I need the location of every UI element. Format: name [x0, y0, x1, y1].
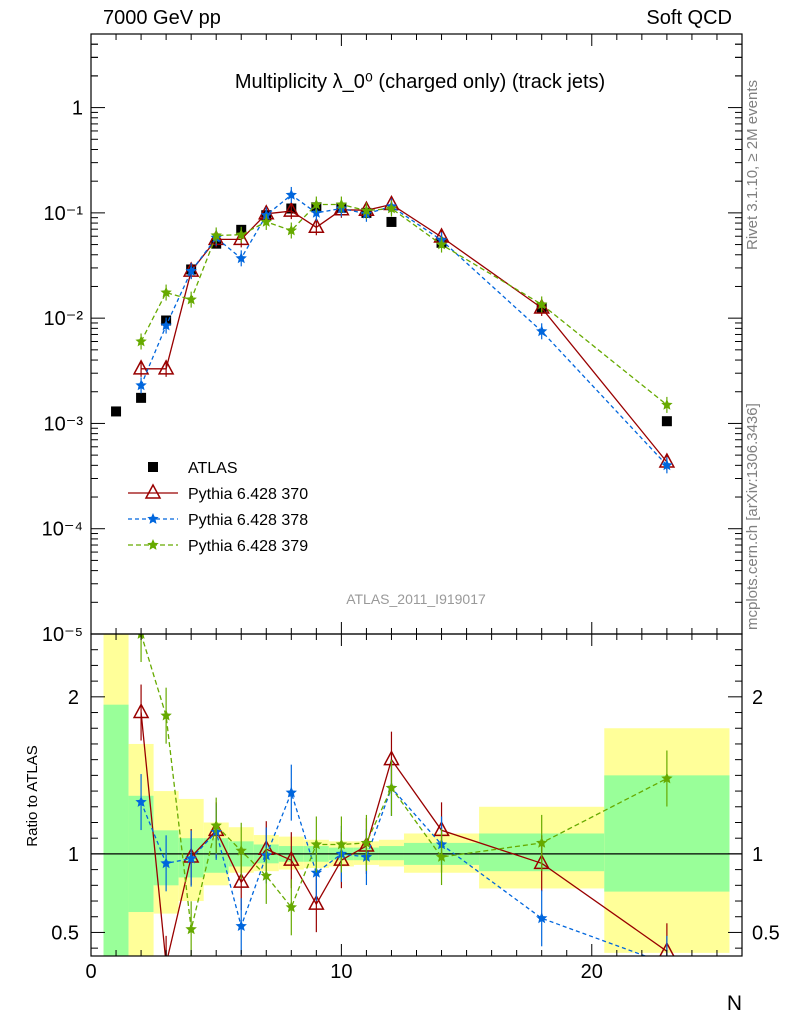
data-point: [132, 359, 150, 375]
ratio-point: [360, 836, 373, 848]
legend-marker: [147, 513, 159, 524]
data-point: [360, 204, 373, 216]
ratio-point: [536, 836, 548, 848]
ratio-point: [135, 796, 147, 807]
ratio-point: [260, 869, 272, 881]
ratio-y-axis-label: Ratio to ATLAS: [24, 745, 41, 846]
data-point: [210, 229, 222, 241]
data-point: [235, 252, 247, 264]
ratio-point: [310, 838, 323, 850]
y-tick-label: 10⁻³: [44, 413, 84, 435]
ratio-y-tick-label-right: 0.5: [752, 922, 780, 944]
ratio-series: [132, 634, 675, 969]
data-point: [285, 188, 297, 200]
ratio-line: [140, 786, 648, 956]
ratio-point: [536, 912, 548, 924]
ratio-point: [385, 781, 398, 793]
ratio-y-tick-label: 0.5: [51, 922, 79, 944]
data-point: [335, 198, 348, 210]
data-point: [260, 215, 272, 227]
series-line: [140, 203, 668, 406]
ratio-point: [232, 872, 250, 888]
data-point: [536, 298, 548, 310]
legend-label: Pythia 6.428 379: [188, 538, 308, 555]
data-point: [135, 335, 147, 347]
legend-label: Pythia 6.428 370: [188, 486, 308, 503]
data-point: [536, 325, 548, 337]
header-left: 7000 GeV pp: [103, 7, 221, 29]
data-point: [111, 406, 122, 417]
x-axis-label: N: [727, 992, 742, 1015]
data-point: [157, 359, 175, 375]
y-tick-label: 10⁻⁵: [42, 624, 83, 646]
data-point: [160, 319, 172, 331]
y-tick-label: 10⁻⁴: [42, 519, 83, 541]
main-series: [111, 186, 676, 474]
series-line: [141, 203, 668, 463]
x-tick-label: 0: [85, 961, 96, 983]
legend: ATLAS Pythia 6.428 370 Pythia 6.428 378 Pyt…: [128, 460, 308, 555]
data-point: [283, 201, 300, 217]
ratio-y-tick-label: 1: [68, 844, 79, 866]
header-right: Soft QCD: [646, 7, 732, 29]
ratio-point: [165, 954, 168, 956]
ratio-point: [661, 958, 672, 969]
ratio-line: [140, 634, 668, 930]
data-point: [232, 229, 250, 246]
series-line: [140, 194, 668, 466]
data-point: [386, 216, 397, 227]
data-point: [661, 416, 672, 427]
data-point: [661, 459, 673, 471]
ratio-point: [285, 786, 297, 798]
legend-label: ATLAS: [188, 460, 238, 477]
data-point: [235, 228, 247, 240]
data-point: [308, 217, 325, 234]
ratio-point: [185, 923, 197, 935]
data-point: [160, 286, 172, 298]
analysis-watermark: ATLAS_2011_I919017: [346, 591, 486, 607]
ratio-y-tick-label-right: 1: [752, 844, 763, 866]
y-tick-label: 10⁻¹: [44, 203, 84, 225]
chart-title: Multiplicity λ_0⁰ (charged only) (track …: [235, 71, 605, 93]
ratio-point: [185, 852, 197, 864]
ratio-point: [285, 901, 297, 913]
stat-band: [378, 846, 404, 861]
legend-marker: [148, 462, 158, 472]
data-point: [135, 379, 147, 391]
data-point: [385, 202, 398, 214]
ratio-point: [283, 850, 300, 866]
ratio-y-tick-label: 2: [68, 687, 79, 709]
y-tick-label: 1: [72, 98, 83, 120]
data-point: [136, 392, 147, 403]
legend-marker: [147, 539, 159, 550]
ratio-point: [132, 702, 150, 719]
ratio-point: [435, 851, 448, 862]
ratio-point: [235, 920, 247, 931]
x-tick-label: 10: [330, 961, 352, 983]
data-point: [185, 265, 197, 276]
y-tick-label: 10⁻²: [44, 308, 84, 330]
ratio-point: [661, 772, 673, 784]
data-point: [185, 293, 197, 305]
ratio-y-tick-label-right: 2: [752, 687, 763, 709]
ratio-point: [335, 838, 348, 850]
ratio-point: [308, 894, 325, 910]
ratio-point: [235, 844, 247, 856]
ratio-line: [140, 712, 668, 956]
data-point: [285, 224, 297, 236]
data-point: [310, 198, 323, 210]
legend-marker: [144, 483, 162, 499]
ratio-point: [160, 857, 172, 869]
ratio-point: [659, 941, 675, 956]
data-point: [661, 398, 673, 410]
ratio-point: [160, 709, 172, 721]
ratio-point: [210, 819, 222, 831]
data-point: [435, 238, 448, 250]
stat-band: [103, 704, 129, 956]
legend-label: Pythia 6.428 378: [188, 512, 308, 529]
x-tick-label: 20: [581, 961, 603, 983]
